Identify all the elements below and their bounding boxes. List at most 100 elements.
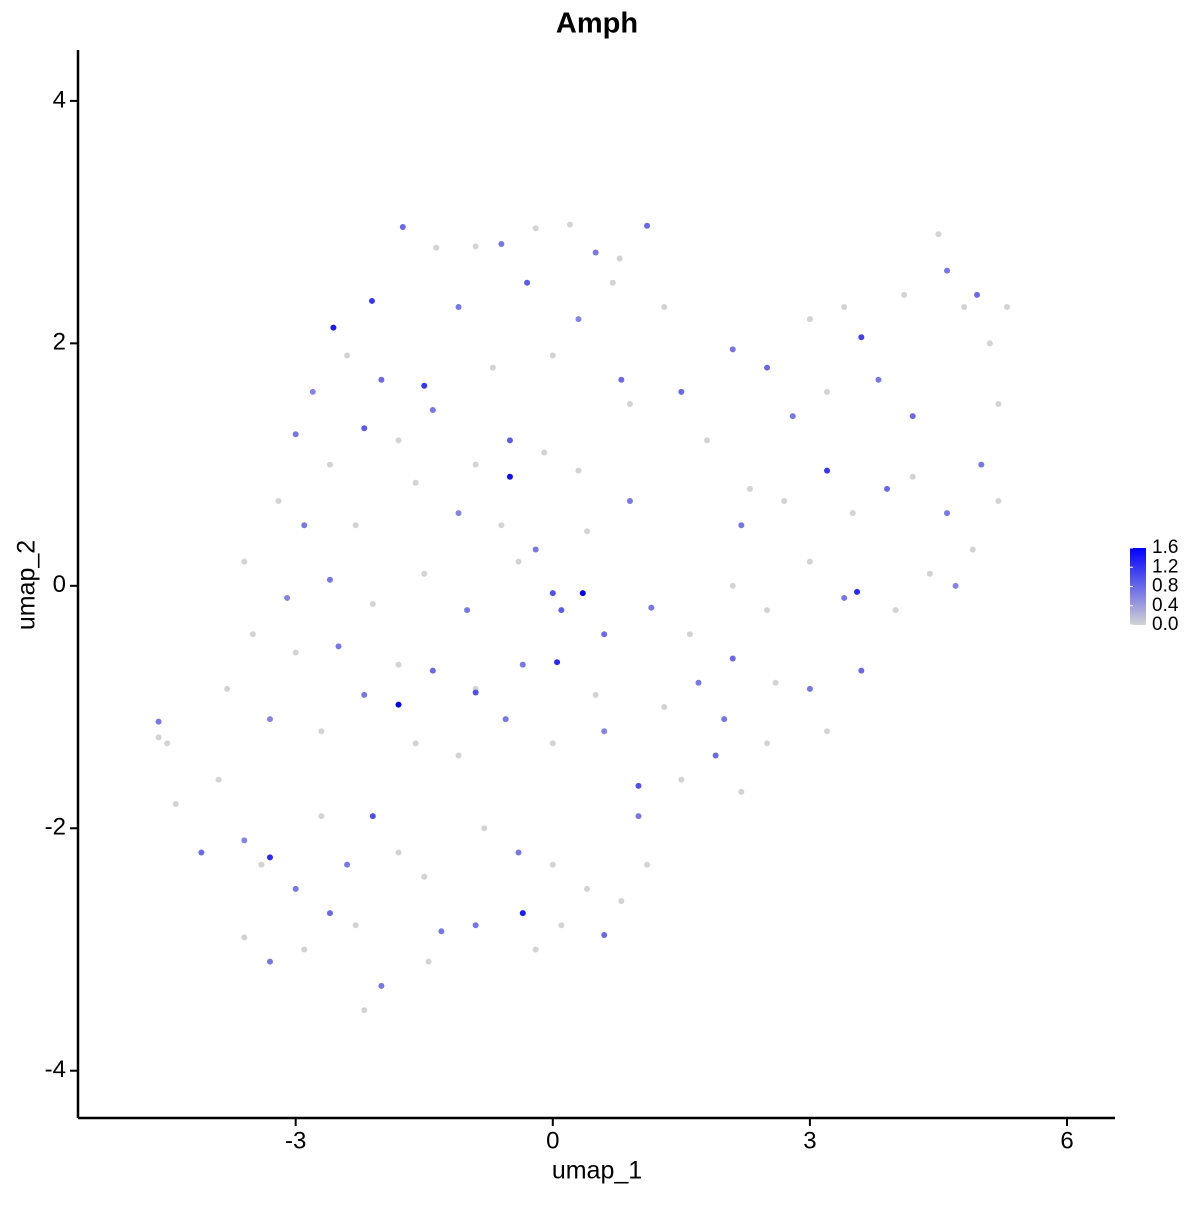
point [644,861,651,868]
y-tick-label: 4 [53,86,66,113]
point [644,222,651,229]
point [395,437,402,444]
point [429,667,436,674]
point [575,467,582,474]
point [944,267,951,274]
point [472,922,479,929]
point [412,479,419,486]
point [455,752,462,759]
point [318,728,325,735]
point [712,752,719,759]
point [249,631,256,638]
point [575,316,582,323]
point [352,922,359,929]
point [549,590,556,597]
point [472,243,479,250]
point [330,324,337,331]
point [978,461,985,468]
point [472,689,479,696]
point [704,437,711,444]
point [481,825,488,832]
point [301,946,308,953]
point [395,701,402,708]
point [395,849,402,856]
point [502,716,509,723]
point [425,958,432,965]
point [635,782,642,789]
point [909,473,916,480]
point [241,934,248,941]
point [368,297,375,304]
point [746,485,753,492]
point [369,601,376,608]
point [506,437,513,444]
point [986,340,993,347]
point [275,497,282,504]
point [224,685,231,692]
colorbar-tick-label: 0.8 [1152,576,1178,597]
point [241,558,248,565]
point [421,570,428,577]
point [626,497,633,504]
point [875,376,882,383]
point [472,461,479,468]
point [764,607,771,614]
y-axis-label: umap_2 [13,540,41,630]
point [661,303,668,310]
colorbar [1130,548,1146,625]
point [541,449,548,456]
point [558,922,565,929]
point [455,510,462,517]
point [515,558,522,565]
point [648,604,655,611]
point [498,240,505,247]
point [854,588,861,595]
point [618,376,625,383]
point [841,303,848,310]
x-tick-label: 0 [546,1127,559,1154]
point [995,497,1002,504]
point [429,407,436,414]
point [686,631,693,638]
point [616,255,623,262]
point [292,431,299,438]
point [361,1007,368,1014]
point [172,801,179,808]
chart-title: Amph [556,8,638,40]
x-tick-label: 3 [803,1127,816,1154]
point [292,885,299,892]
point [961,303,968,310]
point [952,582,959,589]
point [438,928,445,935]
point [395,661,402,668]
point [824,388,831,395]
point [464,607,471,614]
point [892,607,899,614]
point [601,728,608,735]
point [164,740,171,747]
point [215,776,222,783]
point [266,854,273,861]
point [729,346,736,353]
point [584,885,591,892]
colorbar-tick-label: 1.6 [1152,537,1178,558]
x-tick-label: -3 [285,1127,306,1154]
point [378,982,385,989]
point [764,740,771,747]
point [909,413,916,420]
point [155,734,162,741]
point [489,364,496,371]
point [318,813,325,820]
point [721,716,728,723]
point [361,691,368,698]
point [241,837,248,844]
point [969,546,976,553]
point [729,655,736,662]
point [579,590,586,597]
point [532,225,539,232]
point [519,661,526,668]
point [738,522,745,529]
point [789,413,796,420]
point [326,576,333,583]
